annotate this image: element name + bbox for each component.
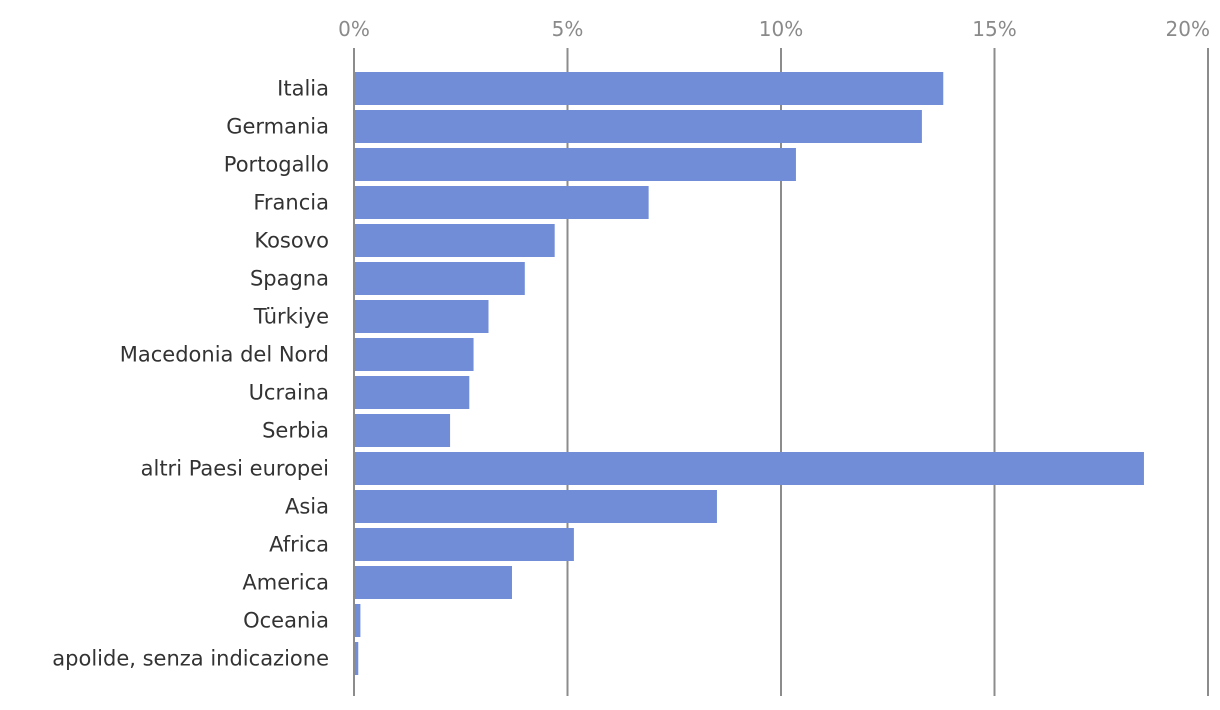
bar bbox=[354, 186, 649, 219]
x-tick-label: 0% bbox=[338, 17, 370, 41]
x-tick-label: 5% bbox=[552, 17, 584, 41]
category-label: Spagna bbox=[250, 267, 329, 291]
category-label: altri Paesi europei bbox=[141, 457, 329, 481]
category-label: Oceania bbox=[243, 609, 329, 633]
category-label: Italia bbox=[277, 77, 329, 101]
category-label: Africa bbox=[269, 533, 329, 557]
category-label: Serbia bbox=[262, 419, 329, 443]
category-label: Kosovo bbox=[254, 229, 329, 253]
bar bbox=[354, 566, 512, 599]
category-label: Macedonia del Nord bbox=[120, 343, 329, 367]
bar bbox=[354, 148, 796, 181]
bar bbox=[354, 528, 574, 561]
bar bbox=[354, 490, 717, 523]
x-tick-label: 20% bbox=[1166, 17, 1210, 41]
bar bbox=[354, 414, 451, 447]
category-labels: Italia Germania Portogallo Francia Kosovo Spa… bbox=[52, 77, 329, 671]
bar bbox=[354, 452, 1144, 485]
category-label: Francia bbox=[253, 191, 329, 215]
category-label: apolide, senza indicazione bbox=[52, 647, 329, 671]
bar bbox=[354, 262, 525, 295]
bar bbox=[354, 338, 474, 371]
category-label: Asia bbox=[285, 495, 329, 519]
x-tick-label: 15% bbox=[972, 17, 1016, 41]
category-label: Ucraina bbox=[249, 381, 329, 405]
x-tick-label: 10% bbox=[759, 17, 803, 41]
category-label: America bbox=[242, 571, 329, 595]
bars bbox=[354, 72, 1144, 675]
bar bbox=[354, 300, 489, 333]
bar bbox=[354, 642, 359, 675]
bar bbox=[354, 224, 555, 257]
x-axis-ticks: 0% 5% 10% 15% 20% bbox=[338, 17, 1210, 41]
category-label: Portogallo bbox=[224, 153, 329, 177]
bar bbox=[354, 376, 470, 409]
category-label: Türkiye bbox=[253, 305, 329, 329]
bar bbox=[354, 110, 922, 143]
category-label: Germania bbox=[226, 115, 329, 139]
bar bbox=[354, 72, 944, 105]
bar bbox=[354, 604, 361, 637]
